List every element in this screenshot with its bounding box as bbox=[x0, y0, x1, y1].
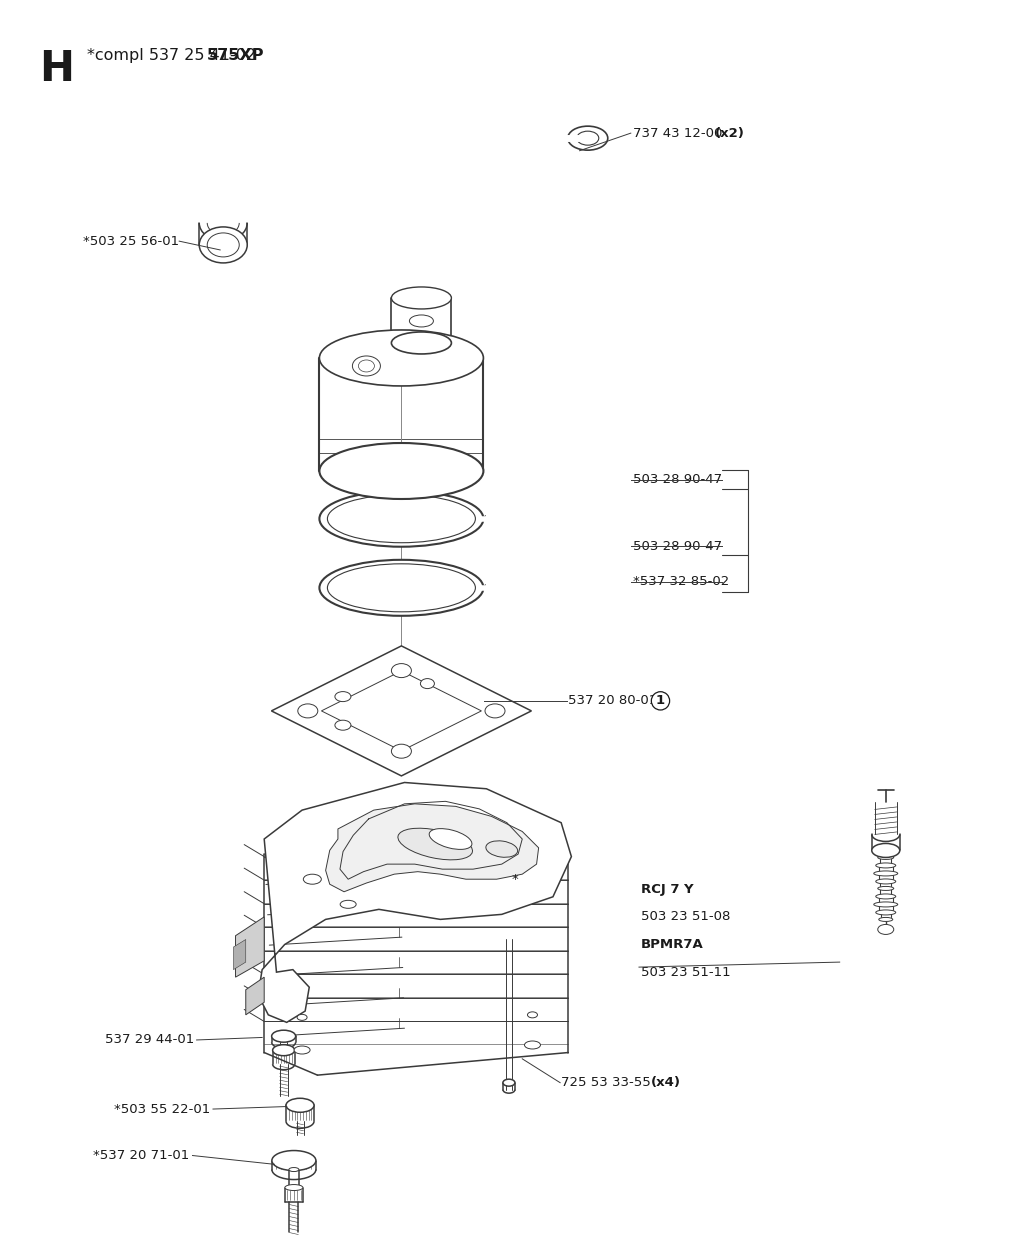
Text: *compl 537 25 41-02: *compl 537 25 41-02 bbox=[87, 48, 261, 63]
Ellipse shape bbox=[298, 703, 317, 718]
Text: 503 23 51-11: 503 23 51-11 bbox=[641, 966, 731, 978]
Text: *: * bbox=[512, 873, 518, 885]
Text: 575XP: 575XP bbox=[207, 48, 264, 63]
Ellipse shape bbox=[285, 1184, 303, 1191]
Ellipse shape bbox=[200, 227, 247, 263]
Text: H: H bbox=[39, 48, 74, 89]
Ellipse shape bbox=[421, 678, 434, 688]
Ellipse shape bbox=[328, 495, 475, 543]
Polygon shape bbox=[258, 782, 571, 1022]
Ellipse shape bbox=[319, 443, 483, 499]
Polygon shape bbox=[246, 977, 264, 1015]
Text: 503 28 90-47: 503 28 90-47 bbox=[633, 540, 722, 553]
Text: *537 32 85-02: *537 32 85-02 bbox=[633, 575, 729, 588]
Ellipse shape bbox=[485, 703, 505, 718]
Text: 503 28 90-47: 503 28 90-47 bbox=[633, 474, 722, 486]
Ellipse shape bbox=[319, 330, 483, 386]
Ellipse shape bbox=[352, 355, 380, 376]
Text: 1: 1 bbox=[656, 695, 665, 707]
Text: (x2): (x2) bbox=[715, 127, 744, 139]
Ellipse shape bbox=[272, 1045, 295, 1056]
Ellipse shape bbox=[527, 1012, 538, 1017]
Ellipse shape bbox=[294, 1046, 310, 1054]
Polygon shape bbox=[322, 671, 481, 751]
Text: *503 55 22-01: *503 55 22-01 bbox=[114, 1103, 210, 1115]
Text: 537 20 80-01: 537 20 80-01 bbox=[568, 695, 662, 707]
Ellipse shape bbox=[876, 894, 896, 899]
Ellipse shape bbox=[391, 332, 452, 354]
Ellipse shape bbox=[876, 863, 896, 868]
Text: *537 20 71-01: *537 20 71-01 bbox=[93, 1149, 189, 1162]
Text: 537 29 44-01: 537 29 44-01 bbox=[105, 1034, 195, 1046]
Ellipse shape bbox=[524, 1041, 541, 1049]
Ellipse shape bbox=[391, 286, 452, 309]
Text: *503 25 56-01: *503 25 56-01 bbox=[83, 235, 179, 247]
Ellipse shape bbox=[272, 1150, 315, 1171]
Ellipse shape bbox=[503, 1079, 515, 1086]
Ellipse shape bbox=[429, 829, 472, 849]
Ellipse shape bbox=[878, 887, 894, 891]
Ellipse shape bbox=[289, 1168, 299, 1172]
Ellipse shape bbox=[871, 844, 900, 858]
Text: 725 53 33-55: 725 53 33-55 bbox=[561, 1076, 655, 1089]
Ellipse shape bbox=[485, 840, 518, 858]
Ellipse shape bbox=[335, 720, 351, 730]
Ellipse shape bbox=[328, 564, 475, 612]
Text: BPMR7A: BPMR7A bbox=[641, 938, 703, 951]
Ellipse shape bbox=[297, 1015, 307, 1020]
Polygon shape bbox=[233, 939, 246, 970]
Ellipse shape bbox=[878, 855, 894, 859]
Polygon shape bbox=[236, 917, 264, 977]
Ellipse shape bbox=[319, 491, 483, 546]
Ellipse shape bbox=[873, 870, 898, 875]
Ellipse shape bbox=[340, 901, 356, 908]
Ellipse shape bbox=[358, 360, 375, 372]
Ellipse shape bbox=[873, 902, 898, 907]
Ellipse shape bbox=[207, 232, 240, 257]
Ellipse shape bbox=[567, 126, 608, 151]
Ellipse shape bbox=[391, 745, 412, 759]
Ellipse shape bbox=[398, 828, 472, 860]
Text: 503 23 51-08: 503 23 51-08 bbox=[641, 911, 730, 923]
Polygon shape bbox=[326, 804, 539, 892]
Ellipse shape bbox=[577, 131, 599, 146]
Ellipse shape bbox=[410, 315, 433, 327]
Ellipse shape bbox=[271, 1030, 296, 1042]
Text: (x4): (x4) bbox=[651, 1076, 681, 1089]
Text: RCJ 7 Y: RCJ 7 Y bbox=[641, 883, 693, 896]
Text: 737 43 12-00: 737 43 12-00 bbox=[633, 127, 726, 139]
Polygon shape bbox=[271, 646, 531, 776]
Ellipse shape bbox=[876, 909, 896, 914]
Ellipse shape bbox=[878, 924, 894, 934]
Ellipse shape bbox=[286, 1098, 314, 1113]
Ellipse shape bbox=[319, 560, 483, 615]
Ellipse shape bbox=[391, 663, 412, 677]
Ellipse shape bbox=[876, 879, 896, 884]
Ellipse shape bbox=[335, 692, 351, 702]
Ellipse shape bbox=[303, 874, 322, 884]
Ellipse shape bbox=[879, 917, 893, 922]
